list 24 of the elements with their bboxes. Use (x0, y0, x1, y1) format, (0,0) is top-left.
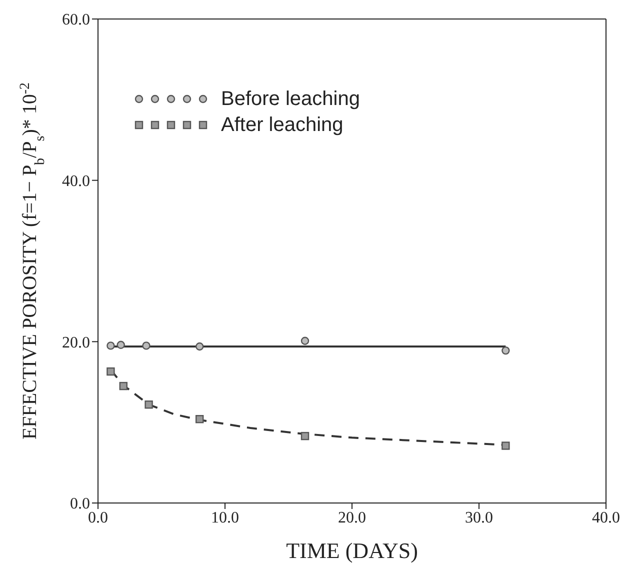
point (106, 342, 115, 350)
x-tick-label: 30.0 (465, 509, 493, 526)
y-tick-label: 20.0 (62, 334, 90, 352)
point (300, 432, 310, 440)
point (300, 336, 310, 345)
y-tick-label: 0.0 (70, 496, 90, 513)
y-tick-label: 40.0 (62, 173, 90, 190)
y-tick-label: 60.0 (62, 12, 90, 29)
point (196, 415, 204, 424)
point (106, 367, 115, 376)
point (502, 442, 510, 450)
point (116, 340, 125, 349)
point (144, 400, 153, 409)
x-tick-label: 20.0 (338, 509, 366, 526)
legend-label: Before leaching (221, 87, 360, 112)
x-tick-label: 40.0 (592, 509, 620, 526)
point (142, 342, 150, 350)
point (119, 382, 128, 390)
point (502, 346, 510, 355)
x-tick-label: 0.0 (88, 509, 108, 526)
x-axis-title: TIME (DAYS) (286, 538, 418, 563)
legend-label: After leaching (221, 113, 344, 138)
x-tick-label: 10.0 (211, 509, 239, 526)
point (196, 342, 204, 351)
